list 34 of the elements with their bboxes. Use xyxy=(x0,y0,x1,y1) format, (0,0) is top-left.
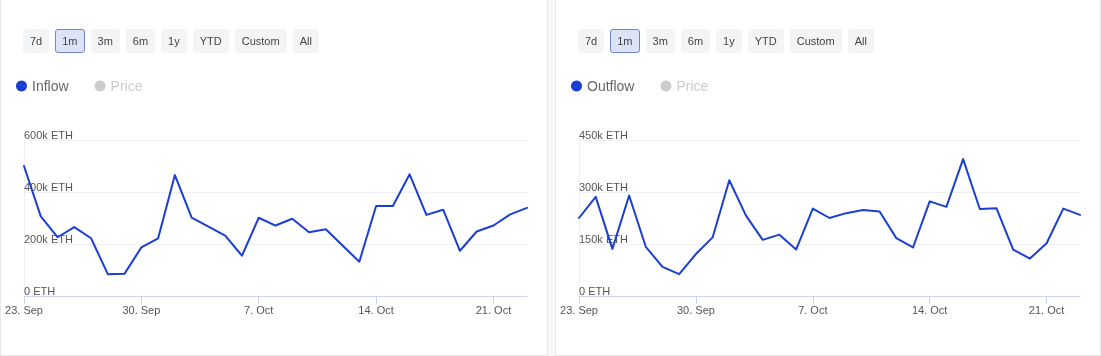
text: 1y xyxy=(716,29,742,53)
text: YTD xyxy=(747,29,784,53)
text: All xyxy=(847,29,874,53)
text: 1y xyxy=(161,29,187,53)
x-tick-label: 21. Oct xyxy=(475,303,512,316)
x-tick-label: 23. Sep xyxy=(5,303,43,316)
y-tick-label: 450k ETH xyxy=(579,128,628,141)
x-tick-label: 21. Oct xyxy=(1028,303,1065,316)
text: 1m xyxy=(610,29,640,53)
text: Custom xyxy=(234,29,287,53)
x-tick-label: 23. Sep xyxy=(560,303,598,316)
text: 6m xyxy=(125,29,156,53)
text: 1m xyxy=(55,29,85,53)
y-tick-label: 0 ETH xyxy=(24,284,56,297)
text: 3m xyxy=(645,29,675,53)
text: 6m xyxy=(680,29,711,53)
y-tick-label: 600k ETH xyxy=(24,128,73,141)
y-tick-label: 300k ETH xyxy=(579,180,628,193)
text: Custom xyxy=(789,29,842,53)
y-tick-label: 200k ETH xyxy=(24,232,73,245)
legend-label: Inflow xyxy=(32,78,70,94)
text: YTD xyxy=(192,29,229,53)
x-tick-label: 30. Sep xyxy=(676,303,715,316)
text: 7d xyxy=(578,29,605,53)
legend-label: Outflow xyxy=(587,78,636,94)
y-tick-label: 0 ETH xyxy=(579,284,611,297)
text: All xyxy=(292,29,319,53)
x-tick-label: 30. Sep xyxy=(122,303,161,316)
x-tick-label: 7. Oct xyxy=(798,303,828,316)
x-tick-label: 14. Oct xyxy=(358,303,394,316)
text: 3m xyxy=(90,29,120,53)
text: 7d xyxy=(23,29,50,53)
x-tick-label: 7. Oct xyxy=(244,303,274,316)
x-tick-label: 14. Oct xyxy=(911,303,948,316)
